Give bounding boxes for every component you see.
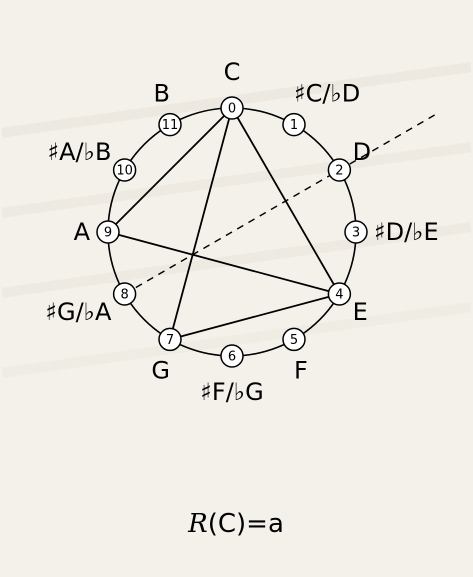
pitch-node-1: 1 [282, 112, 306, 137]
note-label-8: ♯G/♭A [45, 298, 112, 326]
pitch-node-number: 11 [162, 118, 179, 133]
note-label-5: F [294, 357, 308, 385]
note-label-7: G [151, 357, 170, 385]
pitch-node-circle [282, 112, 306, 137]
pitch-node-circle [282, 327, 306, 352]
chord-line-9-4 [107, 231, 340, 295]
note-label-6: ♯F/♭G [200, 378, 263, 406]
formula-eq: = [246, 509, 268, 539]
pitch-node-circle [220, 344, 244, 368]
pitch-node-circle [327, 282, 352, 306]
formula: R(C)=a [187, 509, 284, 539]
pitch-node-7: 7 [158, 327, 182, 352]
pitch-node-9: 9 [96, 220, 120, 244]
pitch-node-number: 5 [290, 333, 298, 348]
note-label-3: ♯D/♭E [374, 218, 439, 246]
pitch-node-3: 3 [344, 220, 368, 244]
pitch-node-number: 0 [228, 102, 236, 117]
note-label-9: A [74, 218, 91, 246]
pitch-node-10: 10 [112, 158, 137, 182]
pitch-node-number: 9 [104, 226, 112, 241]
dashed-reflection-axis [124, 113, 437, 295]
pitch-node-0: 0 [220, 96, 244, 120]
note-label-10: ♯A/♭B [48, 138, 112, 166]
pitch-node-5: 5 [282, 327, 306, 352]
formula-open: ( [208, 509, 218, 539]
formula-func: R [187, 509, 208, 539]
pitch-node-number: 7 [166, 333, 174, 348]
note-label-11: B [154, 79, 170, 107]
pitch-node-8: 8 [112, 282, 137, 306]
pitch-node-circle [96, 220, 120, 244]
note-labels: C ♯C/♭D D ♯D/♭E E F ♯F/♭G G ♯G/♭A A ♯A/♭B B [45, 58, 438, 406]
pitch-node-11: 11 [158, 112, 182, 137]
note-label-4: E [353, 298, 368, 326]
note-label-2: D [353, 138, 371, 166]
pitch-node-circle [158, 327, 182, 352]
formula-close: ) [236, 509, 246, 539]
pitch-node-number: 2 [335, 164, 343, 179]
chord-line-7-4 [169, 293, 340, 341]
pitch-node-circle [112, 282, 137, 306]
pitch-node-2: 2 [327, 158, 352, 182]
pitch-node-number: 4 [335, 288, 343, 303]
formula-result: a [268, 509, 284, 539]
pitch-node-circle [158, 112, 182, 137]
chord-lines [107, 107, 437, 341]
pitch-node-number: 1 [290, 118, 298, 133]
pitch-nodes: 0 1 2 3 4 5 6 7 8 9 10 11 [96, 96, 368, 368]
pitch-node-number: 3 [352, 226, 360, 241]
pitch-node-circle [220, 96, 244, 120]
pitch-node-circle [327, 158, 352, 182]
note-label-0: C [224, 58, 241, 86]
pitch-node-number: 10 [116, 164, 133, 179]
pitch-node-number: 6 [228, 350, 236, 365]
chord-line-0-9 [107, 107, 233, 233]
pitch-node-6: 6 [220, 344, 244, 368]
pitch-node-number: 8 [120, 288, 128, 303]
pitch-node-circle [112, 158, 137, 182]
pitch-node-circle [344, 220, 368, 244]
chord-line-0-7 [169, 107, 233, 340]
formula-arg: C [218, 509, 236, 539]
pitch-node-4: 4 [327, 282, 352, 306]
note-label-1: ♯C/♭D [294, 79, 360, 107]
